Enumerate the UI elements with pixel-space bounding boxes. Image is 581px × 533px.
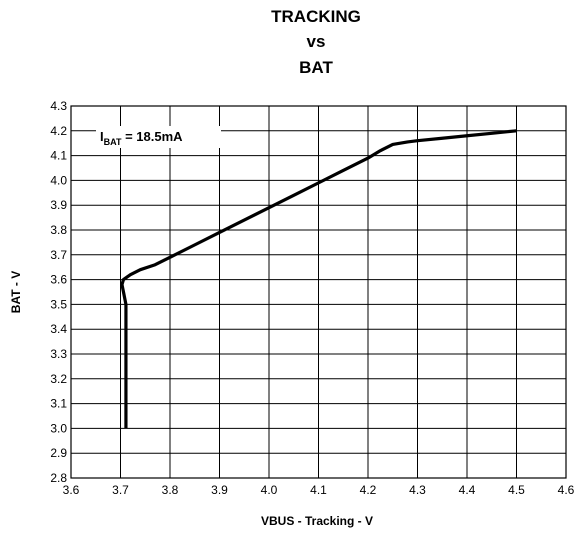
y-tick-label: 4.0: [50, 173, 67, 187]
y-tick-label: 2.9: [50, 446, 67, 460]
y-tick-label: 3.1: [50, 397, 67, 411]
x-tick-label: 4.5: [508, 483, 525, 497]
x-tick-label: 3.6: [63, 483, 80, 497]
annotation-rest: = 18.5mA: [121, 129, 183, 144]
annotation-background: [96, 126, 221, 148]
y-tick-label: 3.0: [50, 421, 67, 435]
series-layer: [120, 129, 517, 429]
series-line-0: [120, 129, 517, 429]
y-tick-label: 3.5: [50, 297, 67, 311]
y-tick-labels: 2.8 2.9 3.0 3.1 3.2 3.3 3.4 3.5 3.6 3.7 3.8 3.9 4.0 4…: [50, 99, 67, 485]
x-tick-label: 4.1: [310, 483, 327, 497]
annotation-main: I: [100, 129, 104, 144]
y-tick-label: 3.2: [50, 372, 67, 386]
title-line-3: BAT: [299, 58, 333, 77]
y-tick-label: 4.3: [50, 99, 67, 113]
y-tick-label: 4.2: [50, 124, 67, 138]
title-line-2: vs: [307, 32, 326, 51]
y-tick-label: 3.9: [50, 198, 67, 212]
y-tick-label: 4.1: [50, 149, 67, 163]
y-tick-label: 2.8: [50, 471, 67, 485]
x-tick-label: 4.2: [360, 483, 377, 497]
x-tick-label: 4.4: [459, 483, 476, 497]
y-tick-label: 3.7: [50, 248, 67, 262]
x-tick-label: 4.0: [261, 483, 278, 497]
plot-frame: [70, 105, 567, 479]
x-tick-label: 4.3: [409, 483, 426, 497]
x-tick-label: 4.6: [558, 483, 575, 497]
x-tick-label: 3.8: [162, 483, 179, 497]
y-tick-label: 3.3: [50, 347, 67, 361]
grid: [70, 105, 567, 479]
title-line-1: TRACKING: [271, 7, 361, 26]
y-tick-label: 3.4: [50, 322, 67, 336]
x-tick-label: 3.9: [211, 483, 228, 497]
chart-title: TRACKING vs BAT: [271, 7, 361, 77]
y-tick-label: 3.8: [50, 223, 67, 237]
x-tick-label: 3.7: [112, 483, 129, 497]
annotation-subscript: BAT: [104, 137, 122, 147]
y-axis-label: BAT - V: [9, 271, 23, 313]
annotation-label: IBAT = 18.5mA: [100, 129, 183, 147]
y-tick-label: 3.6: [50, 273, 67, 287]
x-axis-label: VBUS - Tracking - V: [261, 514, 373, 528]
x-tick-labels: 3.6 3.7 3.8 3.9 4.0 4.1 4.2 4.3 4.4 4.5 4.6: [63, 483, 575, 497]
